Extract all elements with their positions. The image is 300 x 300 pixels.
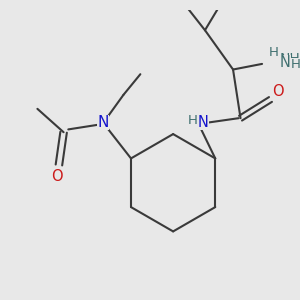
Text: NH: NH	[280, 52, 300, 66]
Text: N: N	[198, 116, 208, 130]
Text: H: H	[268, 46, 278, 59]
Text: N: N	[280, 55, 291, 70]
Text: O: O	[272, 85, 284, 100]
Text: N: N	[97, 116, 109, 130]
Text: H: H	[188, 115, 198, 128]
Text: O: O	[51, 169, 63, 184]
Text: H: H	[291, 58, 300, 71]
